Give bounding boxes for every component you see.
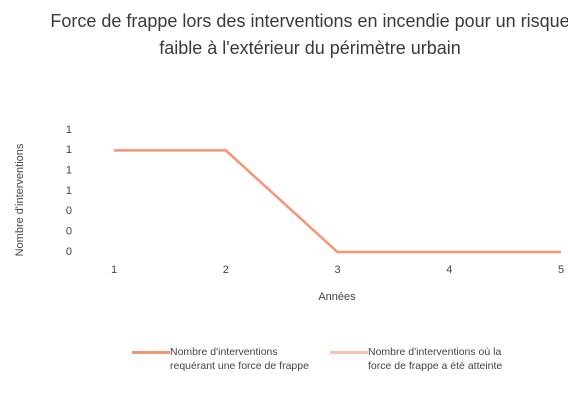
y-tick-label: 0 — [66, 246, 72, 258]
chart-title: Force de frappe lors des interventions e… — [50, 11, 568, 58]
legend-label: Nombre d'interventions requérant une for… — [170, 346, 309, 372]
y-tick-label: 0 — [66, 226, 72, 238]
x-axis-label: Années — [318, 291, 356, 303]
y-tick-label: 1 — [66, 165, 72, 177]
x-tick-label: 5 — [558, 264, 564, 276]
y-tick-label: 1 — [66, 124, 72, 136]
line-series — [114, 149, 561, 254]
y-tick-label: 0 — [66, 205, 72, 217]
legend-swatch — [132, 351, 170, 354]
line-series — [114, 149, 561, 254]
x-tick-label: 4 — [446, 264, 452, 276]
y-tick-label: 1 — [66, 185, 72, 197]
legend-label: Nombre d'interventions où la force de fr… — [368, 346, 503, 372]
x-tick-label: 1 — [111, 264, 117, 276]
legend-swatch — [330, 351, 368, 354]
y-tick-label: 1 — [66, 144, 72, 156]
y-axis-label: Nombre d'interventions — [14, 143, 26, 256]
x-tick-label: 3 — [334, 264, 340, 276]
x-tick-label: 2 — [223, 264, 229, 276]
